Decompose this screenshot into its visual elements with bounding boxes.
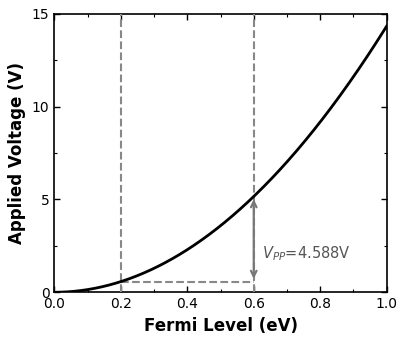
Y-axis label: Applied Voltage (V): Applied Voltage (V) — [9, 62, 26, 244]
X-axis label: Fermi Level (eV): Fermi Level (eV) — [143, 317, 297, 335]
Text: $V_{PP}$=4.588V: $V_{PP}$=4.588V — [261, 245, 350, 263]
